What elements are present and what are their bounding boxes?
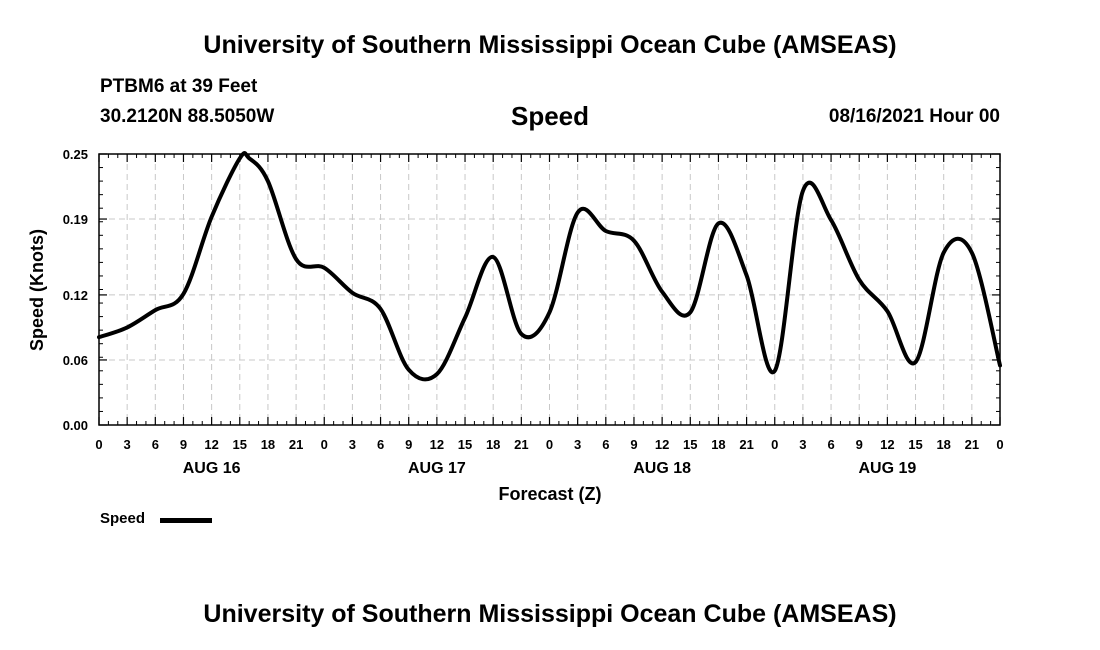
y-axis-title: Speed (Knots) bbox=[27, 229, 47, 351]
x-tick-label: 18 bbox=[261, 437, 275, 452]
y-tick-label: 0.19 bbox=[63, 212, 88, 227]
x-tick-label: 6 bbox=[377, 437, 384, 452]
x-tick-label: 9 bbox=[856, 437, 863, 452]
x-tick-label: 12 bbox=[655, 437, 669, 452]
x-tick-label: 21 bbox=[965, 437, 979, 452]
forecast-date: 08/16/2021 Hour 00 bbox=[828, 106, 1000, 127]
y-tick-label: 0.12 bbox=[63, 288, 88, 303]
x-tick-label: 9 bbox=[180, 437, 187, 452]
x-tick-label: 0 bbox=[771, 437, 778, 452]
x-axis-title: Forecast (Z) bbox=[498, 484, 601, 504]
legend-label: Speed bbox=[100, 510, 146, 527]
grid bbox=[99, 154, 1000, 425]
x-tick-label: 18 bbox=[486, 437, 500, 452]
legend-swatch bbox=[160, 518, 212, 523]
x-tick-label: 3 bbox=[349, 437, 356, 452]
x-tick-label: 21 bbox=[739, 437, 753, 452]
x-tick-label: 18 bbox=[936, 437, 950, 452]
top-title: University of Southern Mississippi Ocean… bbox=[203, 31, 897, 59]
day-label: AUG 18 bbox=[633, 460, 691, 477]
x-tick-label: 12 bbox=[204, 437, 218, 452]
x-tick-label: 9 bbox=[405, 437, 412, 452]
day-label: AUG 17 bbox=[408, 460, 466, 477]
x-tick-label: 0 bbox=[321, 437, 328, 452]
x-tick-label: 15 bbox=[908, 437, 922, 452]
x-tick-label: 12 bbox=[430, 437, 444, 452]
x-tick-label: 3 bbox=[799, 437, 806, 452]
x-tick-label: 3 bbox=[574, 437, 581, 452]
x-tick-label: 15 bbox=[683, 437, 697, 452]
x-tick-label: 21 bbox=[289, 437, 303, 452]
speed-series-line bbox=[97, 151, 1002, 382]
coordinates-label: 30.2120N 88.5050W bbox=[100, 106, 275, 127]
x-tick-label: 6 bbox=[152, 437, 159, 452]
y-tick-label: 0.25 bbox=[63, 147, 88, 162]
axis-labels: 0 3 6 9 12 15 18 21 0 3 6 9 12 15 18 21 0 3 6 9 12 15 18 21 0 3 6 9… bbox=[63, 147, 1004, 477]
y-tick-label: 0.06 bbox=[63, 353, 88, 368]
x-tick-label: 6 bbox=[602, 437, 609, 452]
x-tick-label: 0 bbox=[546, 437, 553, 452]
station-label: PTBM6 at 39 Feet bbox=[100, 76, 258, 97]
x-tick-label: 0 bbox=[95, 437, 102, 452]
x-tick-label: 18 bbox=[711, 437, 725, 452]
x-tick-label: 9 bbox=[630, 437, 637, 452]
x-tick-label: 6 bbox=[827, 437, 834, 452]
chart-title: Speed bbox=[511, 101, 589, 131]
x-tick-label: 15 bbox=[233, 437, 247, 452]
x-tick-label: 0 bbox=[996, 437, 1003, 452]
day-label: AUG 16 bbox=[183, 460, 241, 477]
x-tick-label: 21 bbox=[514, 437, 528, 452]
x-tick-label: 15 bbox=[458, 437, 472, 452]
plot-frame bbox=[98, 153, 1001, 426]
y-tick-label: 0.00 bbox=[63, 418, 88, 433]
x-tick-label: 12 bbox=[880, 437, 894, 452]
day-label: AUG 19 bbox=[858, 460, 916, 477]
bottom-title: University of Southern Mississippi Ocean… bbox=[203, 600, 897, 628]
x-tick-label: 3 bbox=[124, 437, 131, 452]
